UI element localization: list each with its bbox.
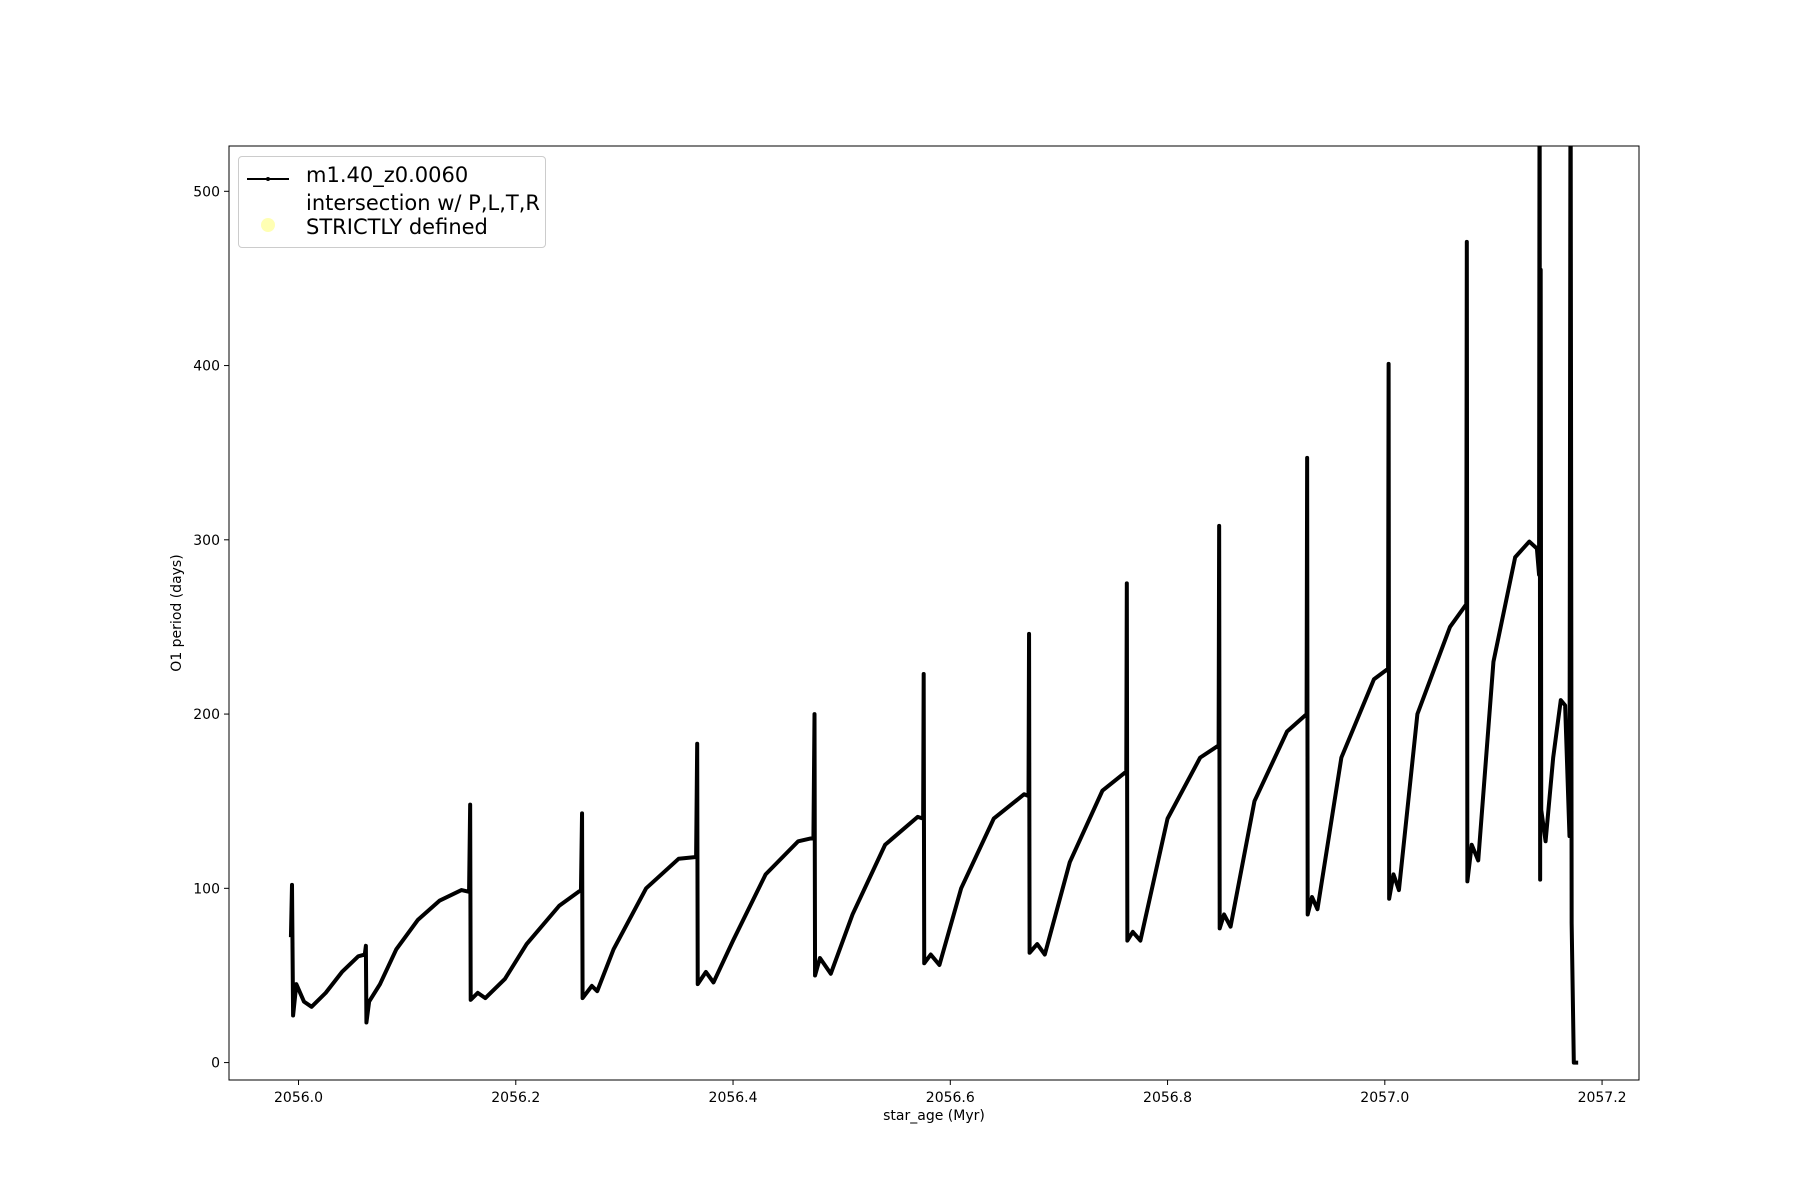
y-tick-label: 100 (193, 881, 220, 897)
legend: m1.40_z0.0060 intersection w/ P,L,T,R STR… (238, 156, 546, 248)
x-tick-label: 2056.2 (491, 1090, 540, 1106)
legend-label: m1.40_z0.0060 (306, 163, 469, 187)
x-tick-label: 2056.8 (1143, 1090, 1192, 1106)
x-tick-label: 2056.4 (709, 1090, 758, 1106)
x-axis-label: star_age (Myr) (883, 1108, 985, 1124)
legend-symbol (247, 177, 289, 181)
y-axis-label: O1 period (days) (169, 554, 185, 671)
y-tick-label: 0 (211, 1056, 220, 1072)
x-tick-label: 2057.2 (1578, 1090, 1627, 1106)
axes-frame (228, 145, 1640, 1081)
legend-label: intersection w/ P,L,T,R STRICTLY defined (306, 191, 540, 239)
y-tick-label: 200 (193, 707, 220, 723)
legend-marker (261, 218, 275, 232)
legend-symbol (261, 218, 275, 232)
series-line (288, 146, 1579, 1065)
x-tick-label: 2057.0 (1360, 1090, 1409, 1106)
y-tick-label: 400 (193, 359, 220, 375)
x-tick-label: 2056.0 (274, 1090, 323, 1106)
y-tick-label: 500 (193, 184, 220, 200)
plot-area (288, 146, 1579, 1065)
x-tick-label: 2056.6 (926, 1090, 975, 1106)
y-tick-label: 300 (193, 533, 220, 549)
legend-marker (266, 177, 270, 181)
